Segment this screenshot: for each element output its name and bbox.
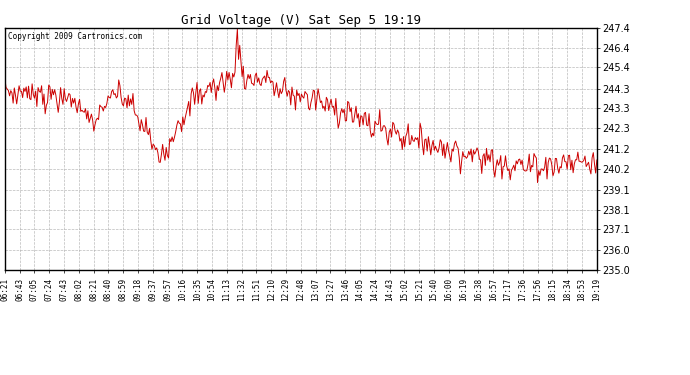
Text: Copyright 2009 Cartronics.com: Copyright 2009 Cartronics.com: [8, 32, 142, 41]
Title: Grid Voltage (V) Sat Sep 5 19:19: Grid Voltage (V) Sat Sep 5 19:19: [181, 14, 421, 27]
